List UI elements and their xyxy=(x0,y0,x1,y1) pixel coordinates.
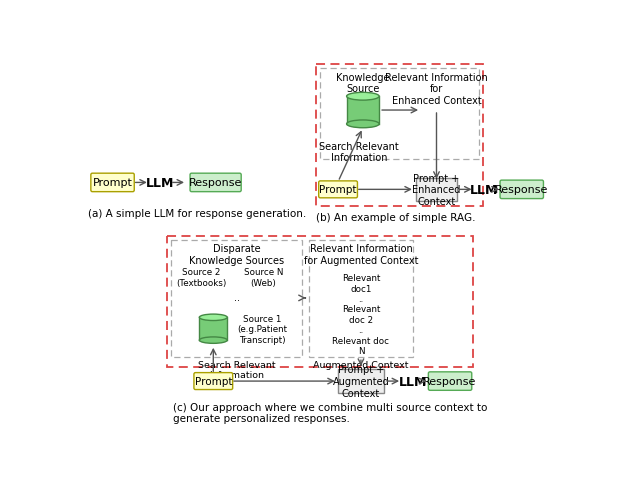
Ellipse shape xyxy=(347,121,379,128)
Bar xyxy=(199,318,227,341)
Text: Prompt: Prompt xyxy=(195,376,232,386)
Text: (a) A simple LLM for response generation.: (a) A simple LLM for response generation… xyxy=(88,208,306,219)
Text: Search Relevant
Information: Search Relevant Information xyxy=(319,142,399,163)
Text: Disparate
Knowledge Sources: Disparate Knowledge Sources xyxy=(189,244,284,265)
Text: Augmented Context: Augmented Context xyxy=(313,360,409,369)
Ellipse shape xyxy=(199,314,227,321)
Text: Response: Response xyxy=(495,185,548,195)
Text: Response: Response xyxy=(424,376,477,386)
Text: Prompt +
Augmented
Context: Prompt + Augmented Context xyxy=(333,365,389,398)
FancyBboxPatch shape xyxy=(190,174,241,192)
Text: Response: Response xyxy=(189,178,243,188)
Text: Prompt: Prompt xyxy=(93,178,132,188)
Bar xyxy=(167,237,473,367)
Bar xyxy=(338,369,384,394)
FancyBboxPatch shape xyxy=(500,181,543,199)
Text: Relevant
doc1
..
Relevant
doc 2
..
Relevant doc
N: Relevant doc1 .. Relevant doc 2 .. Relev… xyxy=(332,274,389,355)
FancyBboxPatch shape xyxy=(319,182,358,199)
Text: Knowledge
Source: Knowledge Source xyxy=(336,72,390,94)
Text: (b) An example of simple RAG.: (b) An example of simple RAG. xyxy=(316,212,476,222)
Text: Relevant Information
for Augmented Context: Relevant Information for Augmented Conte… xyxy=(304,244,418,265)
Text: LLM: LLM xyxy=(399,375,427,388)
FancyBboxPatch shape xyxy=(428,372,472,390)
Text: (c) Our approach where we combine multi source context to
generate personalized : (c) Our approach where we combine multi … xyxy=(173,402,488,424)
Text: Prompt: Prompt xyxy=(319,185,357,195)
Text: LLM: LLM xyxy=(470,183,499,197)
Bar xyxy=(316,65,483,207)
Bar xyxy=(347,97,379,124)
Text: ..: .. xyxy=(234,292,239,302)
Text: Prompt +
Enhanced
Context: Prompt + Enhanced Context xyxy=(412,173,461,206)
FancyBboxPatch shape xyxy=(194,373,233,390)
Text: Source N
(Web): Source N (Web) xyxy=(244,267,284,287)
Bar xyxy=(171,241,303,358)
Text: Search Relevant
Information: Search Relevant Information xyxy=(198,360,275,379)
Text: LLM: LLM xyxy=(146,177,174,189)
FancyBboxPatch shape xyxy=(91,174,134,192)
Bar xyxy=(417,179,457,202)
Ellipse shape xyxy=(347,93,379,101)
Ellipse shape xyxy=(199,337,227,344)
Bar xyxy=(320,68,479,159)
Text: Source 2
(Textbooks): Source 2 (Textbooks) xyxy=(177,267,227,287)
Text: Source 1
(e.g.Patient
Transcript): Source 1 (e.g.Patient Transcript) xyxy=(237,314,287,344)
Text: Relevant Information
for
Enhanced Context: Relevant Information for Enhanced Contex… xyxy=(385,72,488,105)
Bar xyxy=(308,241,413,358)
